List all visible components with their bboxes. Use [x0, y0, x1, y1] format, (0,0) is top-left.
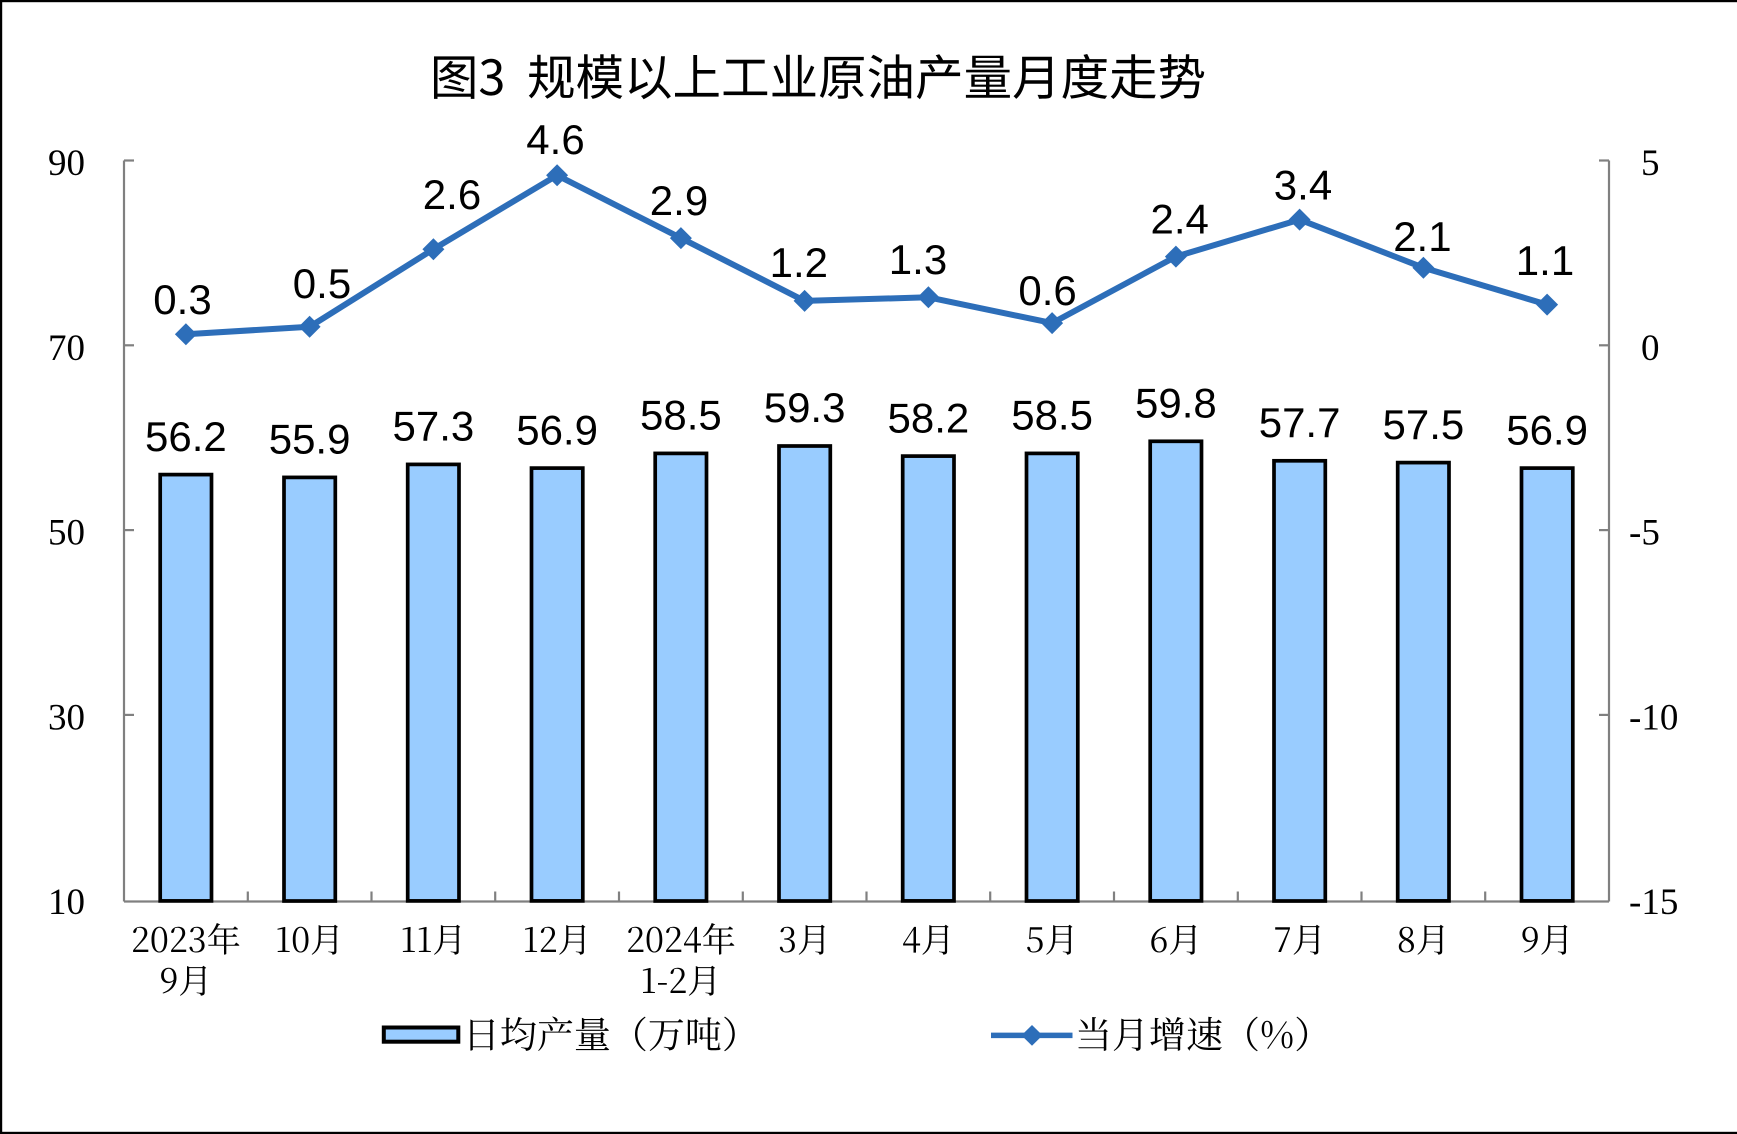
svg-text:56.9: 56.9	[516, 406, 598, 453]
svg-text:70: 70	[48, 328, 85, 369]
svg-text:0.5: 0.5	[293, 260, 351, 307]
svg-text:5: 5	[1641, 143, 1660, 184]
svg-text:-10: -10	[1629, 697, 1678, 738]
svg-text:0: 0	[1641, 328, 1660, 369]
svg-text:59.3: 59.3	[764, 384, 846, 431]
svg-text:3.4: 3.4	[1274, 162, 1332, 209]
svg-text:2.9: 2.9	[650, 177, 708, 224]
svg-text:2.6: 2.6	[423, 171, 481, 218]
svg-text:1.3: 1.3	[889, 236, 947, 283]
svg-text:2.4: 2.4	[1151, 196, 1209, 243]
svg-text:57.5: 57.5	[1383, 401, 1465, 448]
svg-text:1.1: 1.1	[1516, 237, 1574, 284]
svg-text:57.3: 57.3	[393, 403, 475, 450]
svg-text:55.9: 55.9	[269, 416, 351, 463]
svg-text:2.1: 2.1	[1393, 213, 1451, 260]
svg-text:1.2: 1.2	[770, 239, 828, 286]
svg-text:4.6: 4.6	[526, 116, 584, 163]
svg-text:0.3: 0.3	[153, 276, 211, 323]
svg-text:58.2: 58.2	[888, 394, 970, 441]
svg-text:58.5: 58.5	[640, 392, 722, 439]
svg-text:56.9: 56.9	[1506, 406, 1588, 453]
svg-text:56.2: 56.2	[145, 413, 227, 460]
svg-text:59.8: 59.8	[1135, 380, 1217, 427]
svg-text:58.5: 58.5	[1011, 392, 1093, 439]
svg-text:10: 10	[48, 882, 85, 923]
svg-text:30: 30	[48, 697, 85, 738]
svg-text:90: 90	[48, 143, 85, 184]
svg-text:50: 50	[48, 513, 85, 554]
svg-text:-15: -15	[1629, 882, 1678, 923]
svg-text:57.7: 57.7	[1259, 399, 1341, 446]
svg-text:0.6: 0.6	[1018, 267, 1076, 314]
svg-text:-5: -5	[1629, 513, 1660, 554]
